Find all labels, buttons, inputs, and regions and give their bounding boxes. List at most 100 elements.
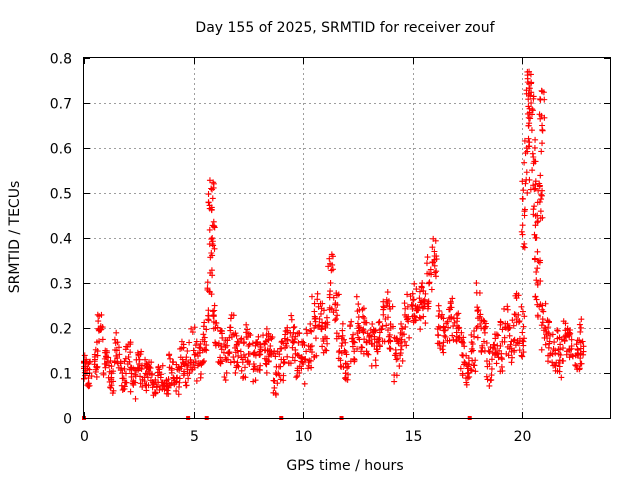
data-point [217,354,224,361]
data-point [512,311,519,318]
data-point [276,372,283,379]
data-point [455,310,462,317]
data-point [545,330,552,337]
data-point [238,367,245,374]
data-point [323,347,330,354]
data-point [506,345,513,352]
data-point [203,342,210,349]
data-point [534,219,541,226]
data-point [572,362,579,369]
data-point [128,370,135,377]
data-point [529,150,536,157]
data-point [93,373,100,380]
data-point [150,379,157,386]
y-tick-label: 0.4 [50,232,72,248]
data-point [518,228,525,235]
data-point [537,278,544,285]
data-point [525,96,532,103]
data-point [237,336,244,343]
data-point [210,242,217,249]
data-point [505,352,512,359]
data-point [473,324,480,331]
data-point [291,357,298,364]
data-point [554,327,561,334]
data-point [311,300,318,307]
data-point [267,343,274,349]
data-point [428,286,435,293]
data-point [240,373,247,380]
data-point [519,195,526,202]
data-point [483,358,490,365]
data-point [446,337,453,344]
data-point [435,332,442,339]
data-point [314,323,321,330]
data-point [287,330,294,337]
data-point [568,336,575,343]
data-point [577,328,584,335]
data-point [531,231,538,238]
data-point [200,331,207,338]
data-point [317,310,324,317]
data-point [525,114,532,121]
data-point [427,266,434,273]
data-point [512,342,519,349]
data-point [222,344,229,351]
data-point [440,324,447,331]
data-point [560,357,567,364]
data-point [191,351,198,358]
data-point [166,381,173,388]
data-point [433,268,440,275]
data-point [284,337,291,344]
data-point [383,322,390,329]
data-point [429,244,436,251]
data-point [463,361,470,368]
data-point [255,333,262,340]
chart-title: Day 155 of 2025, SRMTID for receiver zou… [195,20,495,36]
data-point [125,353,132,360]
data-point [288,312,295,319]
data-point [531,203,538,210]
data-point [424,270,431,277]
data-point [292,346,299,353]
data-point [483,373,490,380]
data-point [205,317,212,324]
data-point [359,306,366,313]
data-point [294,373,301,380]
data-point [192,342,199,349]
data-point [399,331,406,338]
data-point [478,348,485,355]
data-point [96,313,103,320]
data-point [527,186,534,193]
x-tick-label: 5 [190,429,199,445]
data-point [523,87,530,94]
data-point [348,335,355,342]
data-point [374,346,381,353]
data-point [339,327,346,334]
data-point [573,341,580,348]
data-point [108,363,115,370]
data-point [326,255,333,262]
data-point [538,322,545,329]
data-point [107,384,114,391]
data-point [371,333,378,340]
data-point [218,330,225,337]
data-point [113,329,120,336]
data-point [95,327,102,334]
data-point [231,358,238,365]
data-point [545,344,552,351]
data-point [580,343,587,350]
data-point [349,343,356,350]
data-point [142,356,149,363]
data-point [230,354,237,361]
data-point [136,360,143,367]
data-point [303,326,310,333]
data-point [167,355,174,362]
data-point [493,360,500,367]
data-point [468,367,475,374]
data-point [537,215,544,222]
data-point [308,342,315,349]
data-point [379,338,386,345]
data-point [539,126,546,133]
data-point [112,346,119,353]
data-point [130,377,137,384]
